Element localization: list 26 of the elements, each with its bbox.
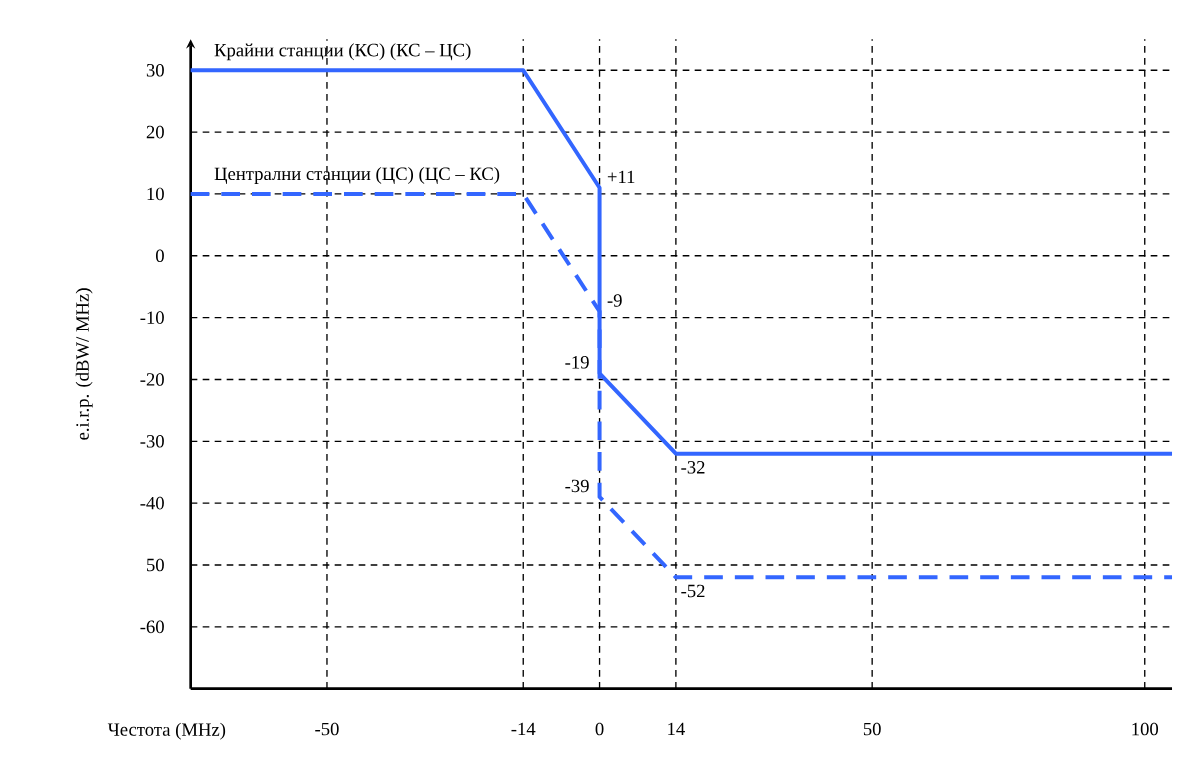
data-label: -39	[565, 479, 589, 493]
data-label: -52	[681, 584, 705, 598]
data-label: -32	[681, 461, 705, 474]
x-tick-label: 0	[595, 722, 604, 736]
y-tick-label: -20	[140, 373, 164, 386]
x-tick-label: 100	[1132, 722, 1159, 736]
x-tick-label: 50	[863, 722, 881, 736]
y-axis-title: e.i.r.p. (dBW/ MHz)	[75, 288, 93, 440]
y-tick-label: 10	[147, 187, 164, 201]
series-label: Крайни станции (КС) (КС – ЦС)	[214, 43, 471, 61]
y-tick-label: 0	[156, 249, 164, 263]
x-tick-label: -14	[511, 722, 536, 736]
data-label: -19	[565, 356, 589, 369]
y-tick-label: 50	[147, 558, 164, 572]
data-label: -9	[607, 294, 622, 307]
y-tick-label: -40	[140, 496, 164, 510]
x-axis-title: Честота (MHz)	[107, 722, 226, 740]
series-label: Централни станции (ЦС) (ЦС – КС)	[214, 166, 500, 184]
data-label: +11	[607, 170, 635, 184]
y-tick-label: -10	[140, 311, 164, 324]
y-tick-label: 30	[146, 63, 164, 77]
y-tick-label: -30	[140, 434, 164, 448]
y-tick-label: -60	[140, 620, 164, 634]
y-tick-label: 20	[146, 125, 164, 139]
x-tick-label: -50	[315, 722, 339, 736]
x-tick-label: 14	[668, 722, 685, 736]
